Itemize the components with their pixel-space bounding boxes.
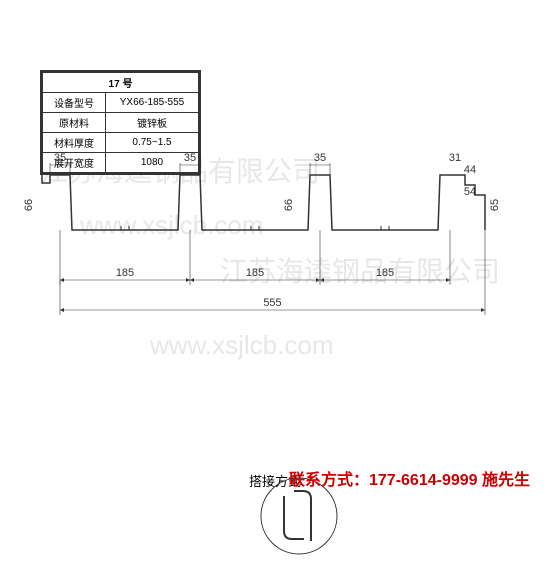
contact-line: 联系方式：177-6614-9999 施先生 [289, 466, 530, 490]
contact-name: 施先生 [478, 472, 530, 489]
svg-text:66: 66 [23, 199, 35, 211]
contact-prefix: 联系方式： [289, 472, 369, 489]
svg-text:185: 185 [116, 267, 134, 279]
svg-text:31: 31 [449, 152, 461, 164]
svg-text:54: 54 [464, 186, 476, 198]
svg-text:185: 185 [246, 267, 264, 279]
contact-phone: 177-6614-9999 [369, 472, 478, 489]
svg-text:35: 35 [314, 152, 326, 164]
svg-text:35: 35 [54, 152, 66, 164]
svg-text:66: 66 [283, 199, 295, 211]
svg-text:35: 35 [184, 152, 196, 164]
svg-text:555: 555 [263, 297, 281, 309]
svg-text:65: 65 [489, 199, 501, 211]
svg-text:185: 185 [376, 267, 394, 279]
svg-text:44: 44 [464, 164, 476, 176]
